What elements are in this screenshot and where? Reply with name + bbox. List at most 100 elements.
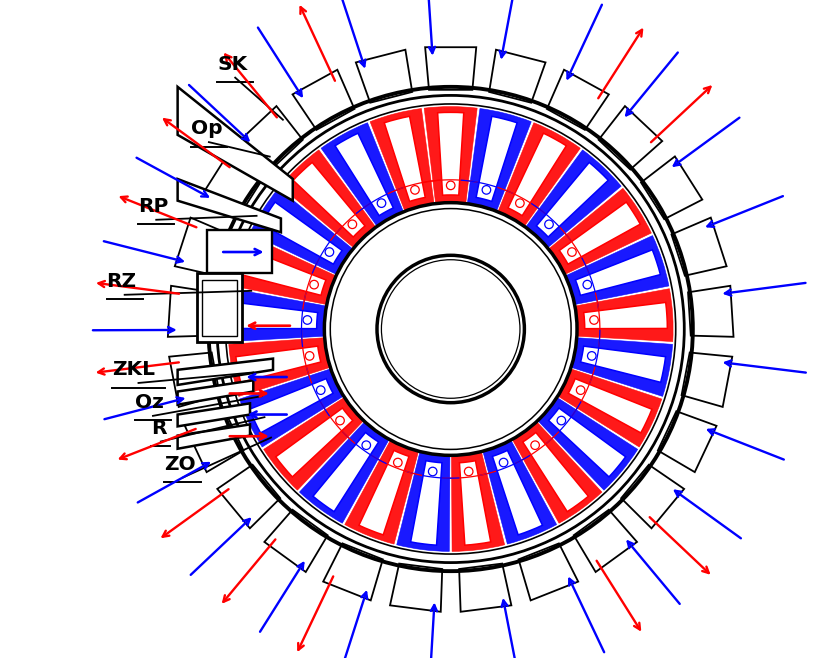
Text: ZKL: ZKL (112, 360, 155, 379)
Polygon shape (425, 47, 475, 89)
Text: Oz: Oz (135, 393, 163, 412)
Wedge shape (397, 451, 450, 551)
Wedge shape (459, 461, 490, 545)
Circle shape (325, 248, 334, 257)
Circle shape (348, 220, 356, 228)
Wedge shape (233, 303, 317, 328)
Wedge shape (482, 440, 556, 544)
Polygon shape (640, 157, 701, 219)
Wedge shape (276, 408, 353, 477)
Wedge shape (575, 250, 660, 295)
Wedge shape (575, 289, 672, 342)
Circle shape (567, 248, 575, 257)
Circle shape (589, 316, 598, 324)
Polygon shape (177, 380, 253, 405)
Wedge shape (559, 202, 639, 264)
Circle shape (428, 467, 436, 476)
Wedge shape (525, 150, 620, 248)
Wedge shape (437, 113, 463, 195)
Polygon shape (264, 510, 327, 572)
Polygon shape (238, 106, 302, 170)
Wedge shape (508, 133, 566, 216)
Circle shape (575, 386, 585, 394)
Wedge shape (261, 202, 342, 264)
Circle shape (530, 441, 539, 449)
Wedge shape (384, 116, 425, 201)
Circle shape (498, 458, 508, 467)
Wedge shape (249, 378, 333, 433)
Wedge shape (239, 368, 343, 447)
Wedge shape (344, 440, 418, 544)
Polygon shape (177, 359, 272, 385)
Polygon shape (177, 424, 250, 449)
Polygon shape (657, 411, 715, 472)
Wedge shape (548, 408, 625, 477)
Polygon shape (518, 544, 577, 600)
Circle shape (544, 220, 552, 228)
Bar (202, 280, 237, 336)
Circle shape (582, 280, 591, 289)
Circle shape (464, 467, 473, 476)
Circle shape (303, 316, 311, 324)
Bar (197, 273, 242, 342)
Polygon shape (546, 70, 608, 130)
Wedge shape (522, 432, 588, 512)
Polygon shape (217, 465, 280, 528)
Wedge shape (320, 123, 403, 226)
Wedge shape (580, 346, 665, 382)
Circle shape (393, 458, 402, 467)
Circle shape (377, 199, 385, 207)
Wedge shape (570, 338, 672, 396)
Text: ZO: ZO (164, 455, 196, 474)
Wedge shape (498, 123, 580, 226)
Wedge shape (410, 461, 441, 545)
Text: Op: Op (190, 119, 222, 138)
Polygon shape (573, 510, 636, 572)
Circle shape (587, 351, 595, 360)
Polygon shape (175, 218, 229, 276)
Bar (207, 230, 272, 273)
Wedge shape (228, 289, 326, 342)
Polygon shape (323, 544, 383, 600)
Polygon shape (177, 87, 292, 201)
Wedge shape (565, 236, 668, 305)
Text: SK: SK (217, 55, 247, 74)
Circle shape (445, 181, 455, 190)
Text: RZ: RZ (107, 272, 137, 291)
Wedge shape (512, 422, 601, 523)
Circle shape (410, 186, 419, 194)
Wedge shape (335, 133, 392, 216)
Polygon shape (620, 465, 683, 528)
Polygon shape (671, 218, 725, 276)
Circle shape (515, 199, 523, 207)
Polygon shape (177, 403, 250, 426)
Wedge shape (537, 397, 637, 490)
Polygon shape (177, 179, 281, 232)
Polygon shape (489, 50, 545, 103)
Circle shape (335, 417, 344, 425)
Circle shape (556, 417, 565, 425)
Wedge shape (492, 451, 542, 535)
Wedge shape (232, 236, 335, 305)
Circle shape (362, 441, 370, 449)
Circle shape (324, 203, 576, 455)
Wedge shape (235, 346, 320, 382)
Polygon shape (185, 411, 243, 472)
Polygon shape (687, 286, 733, 337)
Wedge shape (250, 188, 353, 274)
Circle shape (316, 386, 325, 394)
Polygon shape (292, 70, 354, 130)
Polygon shape (169, 353, 219, 407)
Wedge shape (299, 422, 388, 523)
Wedge shape (359, 451, 408, 535)
Circle shape (482, 186, 490, 194)
Wedge shape (475, 116, 517, 201)
Wedge shape (263, 397, 363, 490)
Wedge shape (293, 163, 364, 237)
Polygon shape (167, 286, 213, 337)
Wedge shape (424, 107, 477, 203)
Wedge shape (568, 378, 651, 433)
Polygon shape (199, 157, 260, 219)
Polygon shape (459, 564, 511, 612)
Wedge shape (557, 368, 661, 447)
